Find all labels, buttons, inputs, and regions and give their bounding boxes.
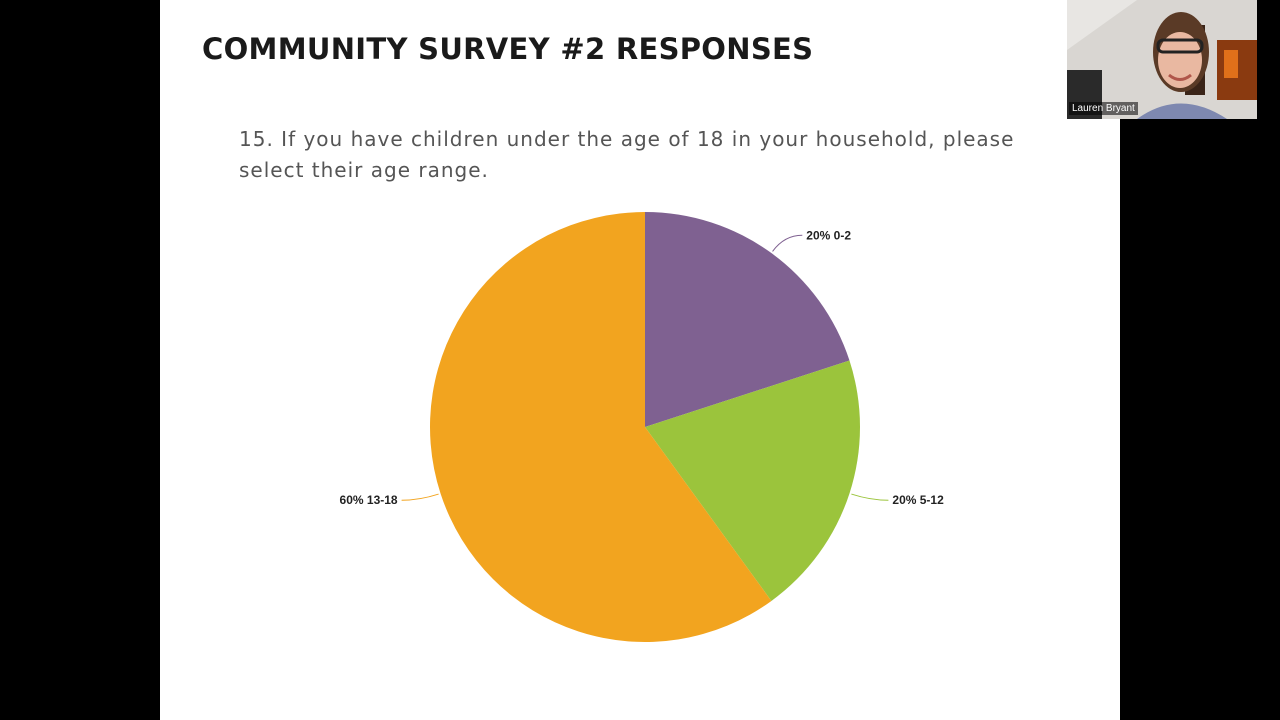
slice-label-0-2: 20% 0-2: [806, 228, 851, 242]
leader-line-0-2: [772, 234, 803, 252]
leader-line-5-12: [851, 493, 889, 501]
pie-slice-0-2: [645, 212, 850, 427]
participant-video[interactable]: Lauren Bryant: [1067, 0, 1257, 119]
survey-question: 15. If you have children under the age o…: [239, 127, 1015, 182]
pie-slice-13-18: [429, 212, 772, 642]
pie-chart: 20% 0-2 20% 5-12 60% 13-18: [340, 212, 944, 642]
participant-name-label: Lauren Bryant: [1069, 102, 1138, 115]
participant-video-image: [1067, 0, 1257, 119]
slice-label-13-18: 60% 13-18: [340, 493, 398, 507]
leader-line-13-18: [401, 493, 439, 501]
pie-slice-5-12: [645, 360, 860, 601]
slice-label-5-12: 20% 5-12: [892, 493, 944, 507]
presentation-slide: COMMUNITY SURVEY #2 RESPONSES 15. If you…: [160, 0, 1120, 720]
slide-title: COMMUNITY SURVEY #2 RESPONSES: [202, 32, 814, 66]
